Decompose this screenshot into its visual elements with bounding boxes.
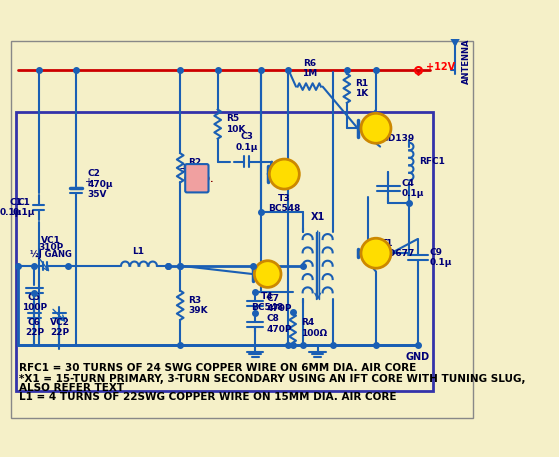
Bar bbox=[16, 112, 433, 391]
Text: R3
39K: R3 39K bbox=[188, 296, 208, 315]
Circle shape bbox=[361, 113, 391, 143]
Text: C4
0.1µ: C4 0.1µ bbox=[402, 179, 424, 198]
Circle shape bbox=[361, 238, 391, 268]
Text: VC1: VC1 bbox=[41, 236, 61, 245]
Text: MIC: MIC bbox=[190, 182, 207, 191]
Text: R6
1M: R6 1M bbox=[302, 59, 317, 78]
Text: +: + bbox=[83, 177, 92, 187]
Text: C6
22P: C6 22P bbox=[25, 318, 44, 337]
Text: C1
0.1µ: C1 0.1µ bbox=[0, 198, 22, 217]
Text: C2
470µ
35V: C2 470µ 35V bbox=[88, 169, 113, 199]
Text: GND: GND bbox=[405, 351, 430, 361]
Text: C9
0.1µ: C9 0.1µ bbox=[429, 248, 452, 267]
Text: COND.: COND. bbox=[183, 175, 214, 185]
Text: T4
BC548: T4 BC548 bbox=[252, 292, 284, 312]
Text: *X1 = 15-TURN PRIMARY, 3-TURN SECONDARY USING AN IFT CORE WITH TUNING SLUG,: *X1 = 15-TURN PRIMARY, 3-TURN SECONDARY … bbox=[20, 374, 526, 384]
Text: R2
33K: R2 33K bbox=[188, 158, 208, 177]
Text: T3
BC548: T3 BC548 bbox=[268, 194, 301, 213]
Text: R5
10K: R5 10K bbox=[226, 114, 245, 134]
Text: C3
0.1µ: C3 0.1µ bbox=[236, 132, 258, 152]
Text: T2
BD139: T2 BD139 bbox=[381, 123, 414, 143]
Text: ANTENNA: ANTENNA bbox=[462, 39, 471, 85]
Text: C8
470P: C8 470P bbox=[267, 314, 292, 334]
Text: +: + bbox=[179, 162, 190, 175]
Text: C1
0.1µ: C1 0.1µ bbox=[12, 198, 35, 217]
Text: VC2
22P: VC2 22P bbox=[49, 318, 69, 337]
Text: X1: X1 bbox=[310, 213, 325, 223]
Text: RFC1 = 30 TURNS OF 24 SWG COPPER WIRE ON 6MM DIA. AIR CORE: RFC1 = 30 TURNS OF 24 SWG COPPER WIRE ON… bbox=[20, 363, 416, 373]
Text: C5
100P: C5 100P bbox=[22, 292, 47, 312]
Text: RFC1: RFC1 bbox=[419, 157, 445, 166]
Text: R4
100Ω: R4 100Ω bbox=[301, 319, 327, 338]
Text: +12V: +12V bbox=[426, 63, 455, 73]
Circle shape bbox=[269, 159, 299, 189]
Text: L1 = 4 TURNS OF 22SWG COPPER WIRE ON 15MM DIA. AIR CORE: L1 = 4 TURNS OF 22SWG COPPER WIRE ON 15M… bbox=[20, 393, 397, 402]
FancyBboxPatch shape bbox=[185, 164, 209, 192]
Text: T1
BD677: T1 BD677 bbox=[381, 239, 414, 258]
Text: ALSO REFER TEXT: ALSO REFER TEXT bbox=[20, 383, 125, 393]
Text: 310P: 310P bbox=[39, 243, 64, 252]
Text: ½J GANG: ½J GANG bbox=[30, 250, 72, 259]
Text: R1
1K: R1 1K bbox=[355, 79, 368, 98]
Circle shape bbox=[254, 260, 281, 287]
Text: L1: L1 bbox=[132, 247, 145, 256]
Text: C7
470P: C7 470P bbox=[267, 293, 292, 313]
